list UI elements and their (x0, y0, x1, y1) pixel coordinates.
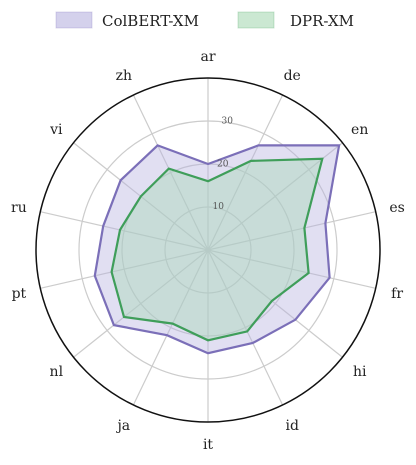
axis-label-it: it (203, 437, 213, 453)
legend: ColBERT-XM DPR-XM (55, 11, 354, 30)
grid-spoke-de (207, 94, 284, 251)
legend-swatch-colbert-xm (55, 11, 93, 29)
radial-tick-labels: 10 20 30 (213, 117, 234, 213)
grid-spoke-hi (207, 249, 343, 358)
radial-tick-label: 10 (213, 202, 225, 212)
axis-label-de: de (284, 68, 301, 84)
axis-label-zh: zh (116, 68, 132, 84)
outer-frame (35, 77, 381, 423)
axis-label-nl: nl (50, 364, 64, 380)
grid-spoke-es (207, 211, 376, 251)
series-line-1 (110, 157, 324, 342)
grid-spoke-id (207, 249, 284, 406)
axis-label-vi: vi (49, 122, 63, 138)
axis-label-en: en (351, 122, 368, 138)
series-fill-1 (111, 158, 323, 341)
legend-label-colbert-xm: ColBERT-XM (102, 12, 199, 30)
series-layer (93, 144, 341, 355)
grid-spoke-ru (40, 211, 209, 251)
series-fill-0 (94, 145, 340, 354)
axis-label-ru: ru (11, 200, 27, 216)
grid-spoke-nl (73, 249, 209, 358)
legend-swatch-dpr-xm (237, 11, 275, 29)
axis-label-fr: fr (391, 286, 403, 302)
axis-label-ja: ja (115, 418, 130, 434)
grid-spoke-en (207, 142, 343, 251)
series-line-0 (93, 144, 341, 355)
axis-label-pt: pt (12, 286, 27, 302)
grid-spoke-zh (132, 94, 209, 251)
axis-label-id: id (285, 418, 298, 434)
legend-label-dpr-xm: DPR-XM (290, 12, 354, 30)
axis-label-ar: ar (200, 49, 215, 65)
radial-tick-label: 20 (217, 160, 229, 170)
axis-label-hi: hi (353, 364, 367, 380)
grid-spoke-fr (207, 249, 376, 289)
axis-label-es: es (389, 200, 404, 216)
grid-spoke-pt (40, 249, 209, 289)
radial-tick-label: 30 (222, 117, 234, 127)
grid-spoke-ja (132, 249, 209, 406)
axis-labels: ar de en es fr hi id it ja nl pt ru vi zh (11, 49, 405, 453)
